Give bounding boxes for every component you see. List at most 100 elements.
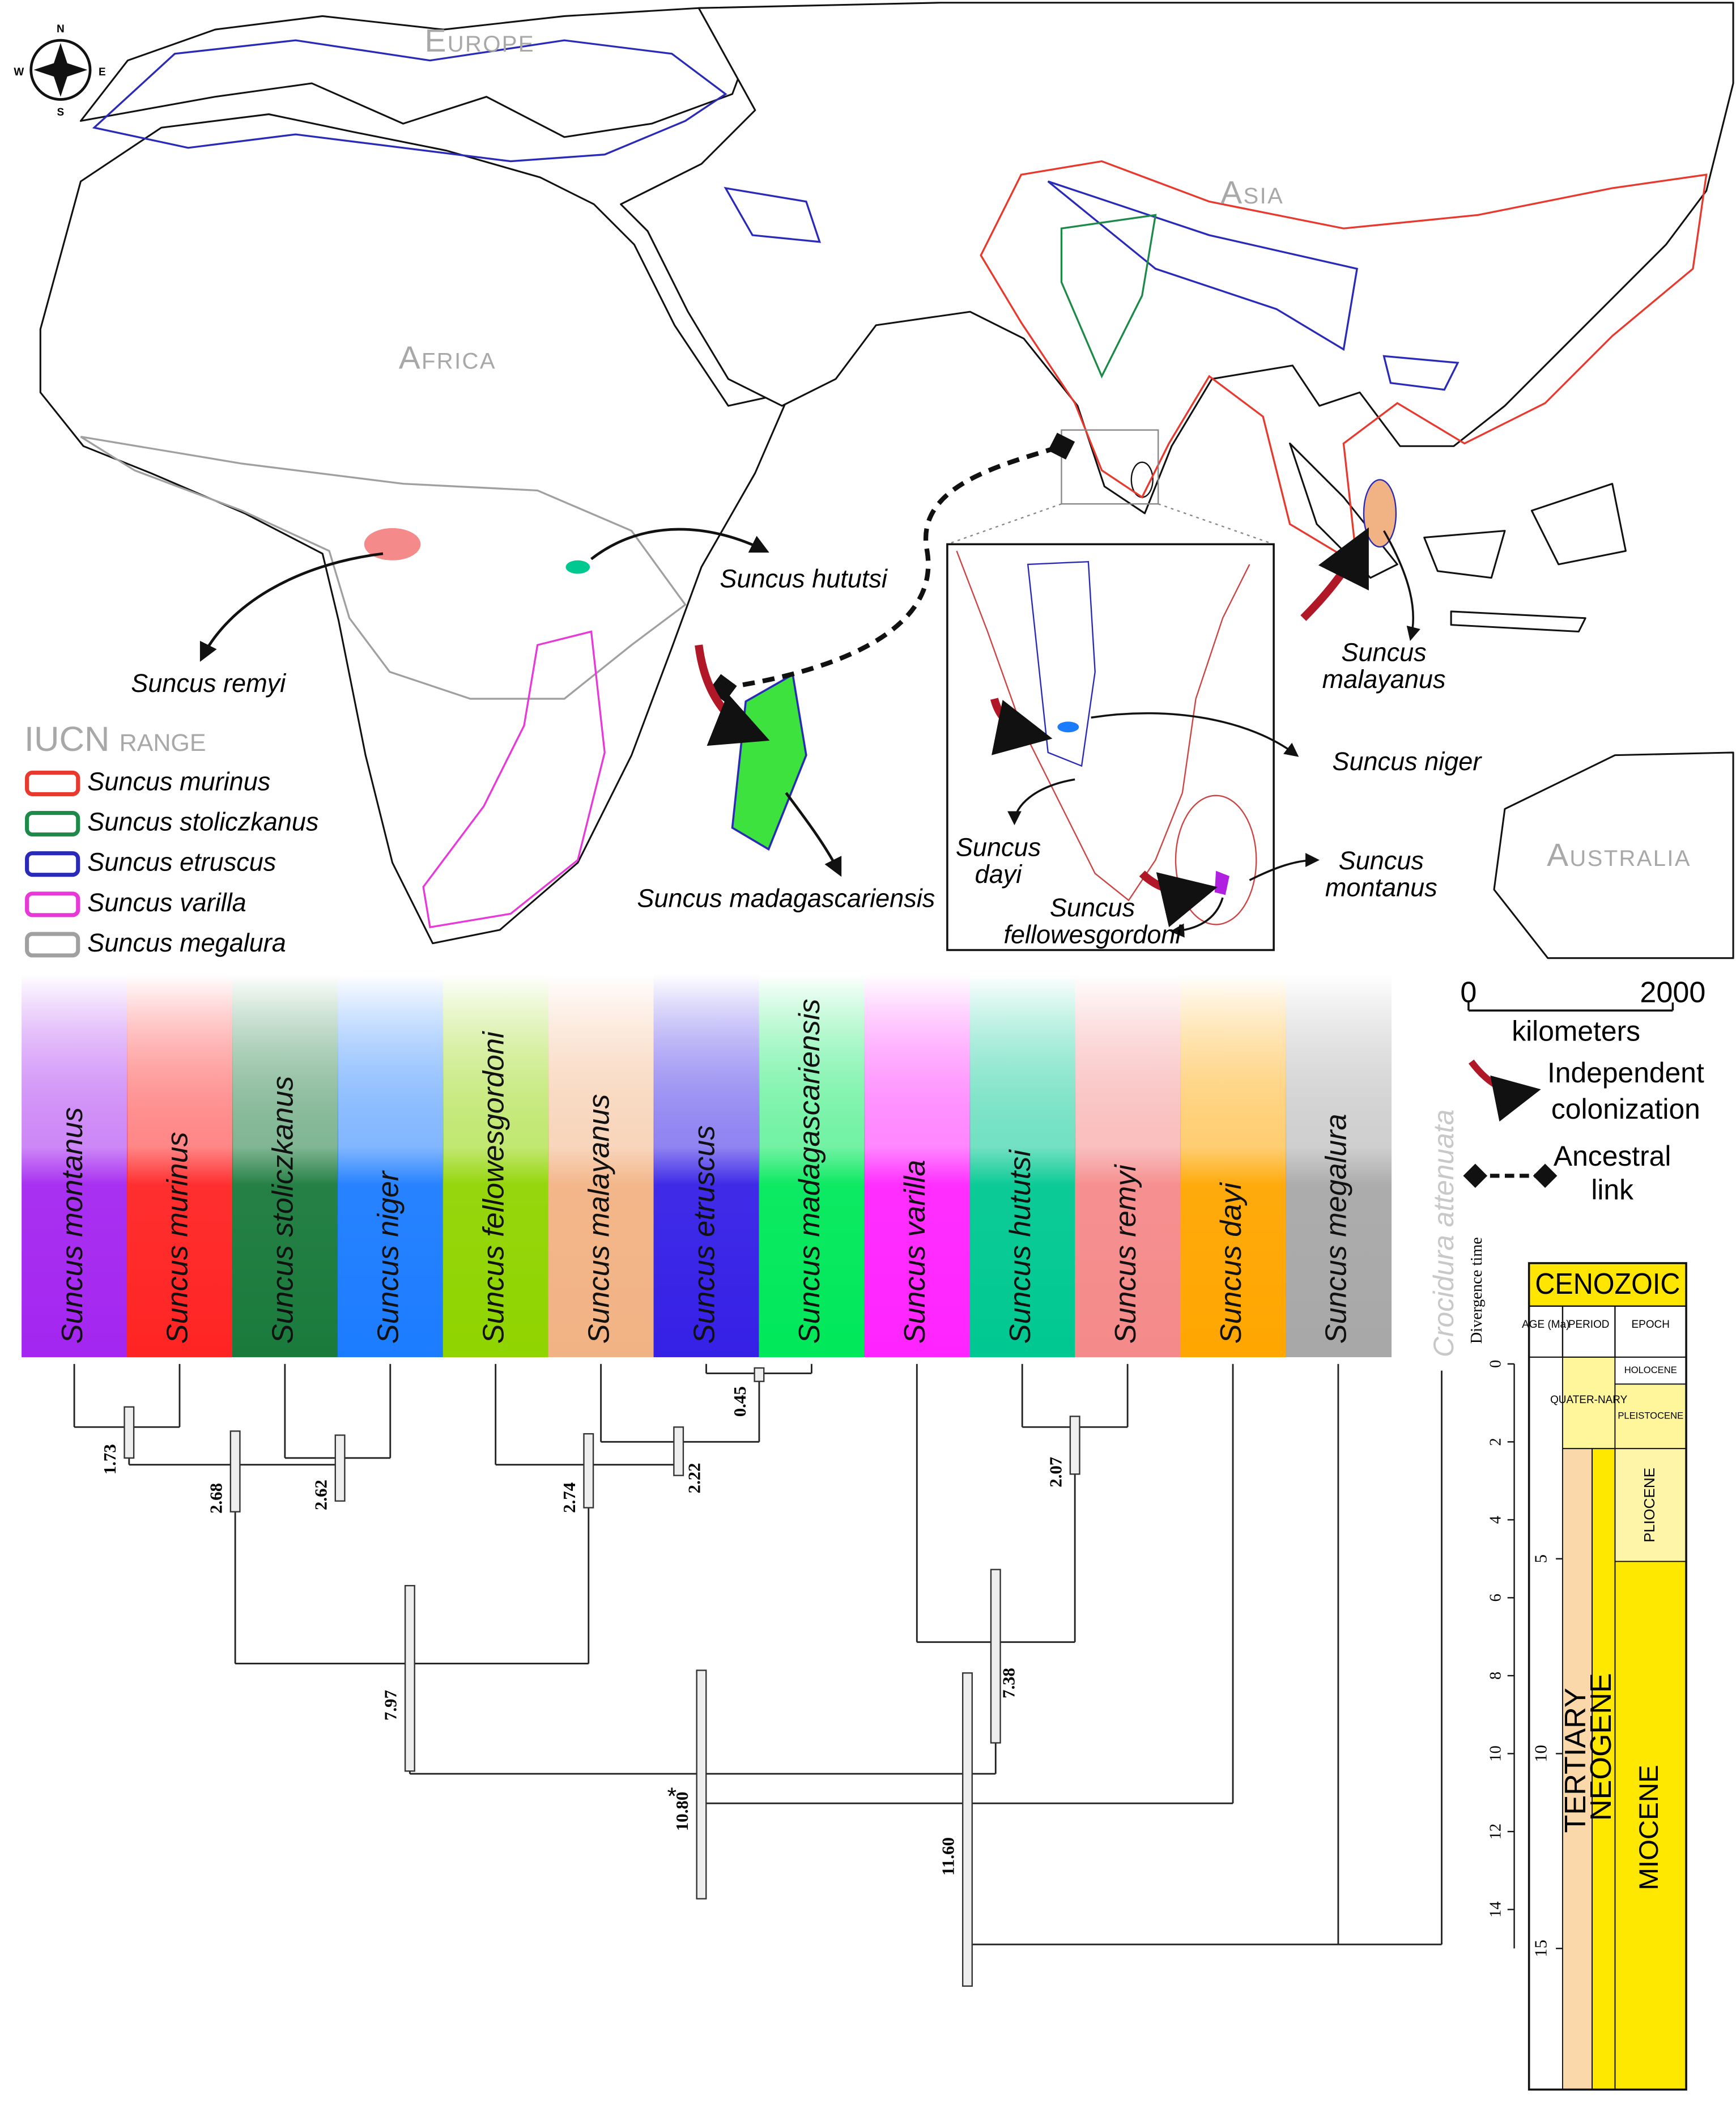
timescale-unit: TERTIARY bbox=[1559, 1688, 1592, 1833]
legend-label: Suncus etruscus bbox=[87, 848, 276, 877]
key-label: Independent bbox=[1547, 1057, 1704, 1089]
epoch-pliocene bbox=[1614, 1448, 1687, 1562]
species-column-label: Suncus varilla bbox=[899, 1160, 931, 1344]
dynamic-layer: Europe Asia Africa Australia N S E W Suncus remy… bbox=[14, 23, 1705, 2091]
scale-tick-label: 2000 bbox=[1640, 976, 1705, 1009]
legend-swatch bbox=[25, 851, 80, 877]
species-callout: Suncus hututsi bbox=[720, 564, 888, 593]
species-column-label: Suncus etruscus bbox=[688, 1125, 721, 1344]
species-callout: Suncus bbox=[1341, 638, 1426, 667]
time-tick-label: 6 bbox=[1487, 1594, 1504, 1601]
timescale-era-label: CENOZOIC bbox=[1535, 1268, 1680, 1301]
node-bar bbox=[754, 1367, 765, 1382]
time-tick-label: 12 bbox=[1487, 1824, 1504, 1839]
legend-label: Suncus varilla bbox=[87, 888, 246, 917]
species-column-label: Suncus hututsi bbox=[1004, 1149, 1037, 1344]
asia-outline bbox=[620, 2, 1734, 515]
legend-label: Suncus megalura bbox=[87, 928, 286, 957]
madagascar bbox=[731, 673, 807, 851]
species-column bbox=[127, 974, 233, 1357]
etruscus-range bbox=[92, 39, 1460, 391]
key-label: Ancestral bbox=[1554, 1140, 1671, 1172]
key-colonization-arrow bbox=[1468, 1059, 1541, 1122]
compass-letter: N bbox=[57, 23, 65, 35]
stoliczkanus-range bbox=[1060, 214, 1157, 379]
species-column-label: Suncus montanus bbox=[56, 1107, 89, 1344]
legend-swatch bbox=[25, 811, 80, 837]
species-column-label: Suncus madagascariensis bbox=[793, 999, 826, 1344]
node-bar bbox=[1069, 1416, 1080, 1475]
age-tick-label: 15 bbox=[1531, 1940, 1550, 1957]
species-column bbox=[864, 974, 971, 1357]
colonization-arrow bbox=[695, 644, 770, 746]
node-age: 2.74 bbox=[560, 1482, 579, 1513]
remyi-range bbox=[364, 528, 421, 560]
indonesia-islands bbox=[1289, 442, 1627, 633]
species-callout: Suncus niger bbox=[1332, 747, 1482, 776]
species-column bbox=[442, 974, 549, 1357]
species-column-label: Suncus stoliczkanus bbox=[267, 1076, 300, 1344]
node-age: 10.80 bbox=[673, 1792, 692, 1831]
niger-dot bbox=[1057, 721, 1079, 733]
species-column-label: Suncus malayanus bbox=[582, 1094, 615, 1344]
node-age: 2.68 bbox=[206, 1483, 225, 1514]
colonization-arrow bbox=[1139, 870, 1218, 928]
continent-label: Australia bbox=[1547, 837, 1691, 873]
species-column bbox=[759, 974, 865, 1357]
node-bar bbox=[696, 1669, 707, 1900]
species-callout: montanus bbox=[1325, 873, 1437, 902]
callout-arrow bbox=[1383, 530, 1420, 641]
timescale-unit: NEOGENE bbox=[1585, 1673, 1618, 1821]
timescale-header-label: PERIOD bbox=[1568, 1319, 1610, 1331]
australia-outline bbox=[1493, 751, 1734, 959]
legend-title: IUCN range bbox=[24, 720, 206, 759]
time-axis-label: Divergence time bbox=[1468, 1237, 1486, 1344]
species-callout: Suncus bbox=[1050, 893, 1135, 922]
timescale-unit: MIOCENE bbox=[1634, 1765, 1664, 1890]
fellowesgordoni-patch bbox=[1214, 870, 1229, 895]
node-age: 1.73 bbox=[100, 1444, 120, 1475]
time-tick-label: 2 bbox=[1487, 1438, 1504, 1446]
time-tick-label: 0 bbox=[1487, 1360, 1504, 1368]
age-tick-label: 5 bbox=[1531, 1554, 1550, 1563]
species-callout: Suncus madagascariensis bbox=[637, 884, 935, 913]
inset-leaders bbox=[947, 503, 1274, 545]
time-tick-label: 10 bbox=[1487, 1745, 1504, 1761]
compass-letter: S bbox=[57, 107, 65, 118]
varilla-range bbox=[422, 630, 606, 929]
continent-label: Africa bbox=[399, 340, 496, 376]
node-bar bbox=[673, 1426, 684, 1476]
species-column bbox=[1180, 974, 1287, 1357]
node-bar bbox=[124, 1406, 135, 1459]
map bbox=[29, 2, 1734, 1188]
species-callout: dayi bbox=[975, 860, 1023, 889]
callout-arrow bbox=[1091, 712, 1299, 757]
node-bar bbox=[990, 1569, 1001, 1744]
species-column bbox=[1075, 974, 1181, 1357]
species-column-label: Suncus megalura bbox=[1320, 1114, 1353, 1344]
ancestral-link bbox=[709, 432, 1075, 702]
megalura-range bbox=[80, 436, 687, 700]
period-quaternary bbox=[1561, 1357, 1616, 1450]
callout-arrow bbox=[1170, 897, 1224, 938]
callout-arrow bbox=[1007, 778, 1075, 826]
key-label: colonization bbox=[1551, 1093, 1700, 1125]
key-label: link bbox=[1591, 1174, 1633, 1205]
epoch-holocene bbox=[1614, 1357, 1687, 1385]
species-column bbox=[969, 974, 1076, 1357]
node-marker: * bbox=[667, 1783, 676, 1810]
murinus-range bbox=[980, 160, 1708, 567]
compass-rose bbox=[29, 39, 92, 101]
species-column-label: Suncus murinus bbox=[161, 1132, 194, 1344]
node-age: 2.62 bbox=[311, 1480, 330, 1510]
inset-sri-lanka bbox=[1175, 795, 1257, 925]
species-column-label: Suncus fellowesgordoni bbox=[477, 1031, 510, 1344]
compass-letter: E bbox=[99, 66, 106, 78]
species-callout: malayanus bbox=[1322, 665, 1446, 694]
timescale-unit: QUATER-NARY bbox=[1550, 1394, 1628, 1406]
node-age: 7.38 bbox=[999, 1668, 1018, 1698]
node-bar bbox=[583, 1433, 594, 1509]
node-bar bbox=[334, 1434, 346, 1502]
